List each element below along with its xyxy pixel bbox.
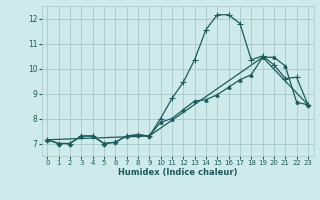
X-axis label: Humidex (Indice chaleur): Humidex (Indice chaleur)	[118, 168, 237, 177]
